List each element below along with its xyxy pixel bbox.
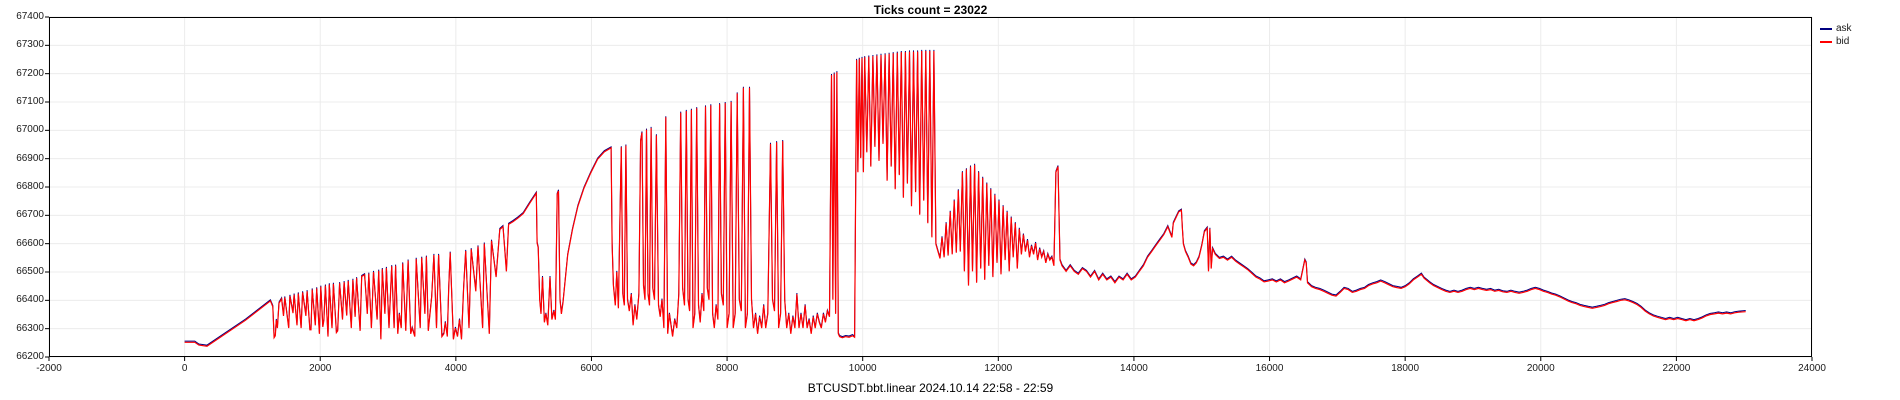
y-axis-label: 66400: [16, 294, 44, 306]
x-axis-label: 12000: [984, 363, 1013, 374]
x-axis-label: 22000: [1662, 363, 1691, 374]
y-axis-label: 66700: [16, 209, 44, 221]
y-axis-label: 67000: [16, 124, 44, 136]
x-axis-label: 4000: [444, 363, 467, 374]
y-axis-label: 67300: [16, 39, 44, 51]
y-axis-label: 67400: [16, 11, 44, 22]
bid-line-swatch-icon: [1820, 40, 1832, 43]
y-axis-label: 67200: [16, 67, 44, 79]
y-axis-label: 66300: [16, 322, 44, 334]
plot-area: [45, 16, 1813, 361]
legend-label-ask: ask: [1836, 22, 1852, 34]
plot-border: [49, 17, 1812, 357]
x-axis-label: -2000: [36, 363, 62, 374]
y-axis-label: 66800: [16, 181, 44, 192]
y-axis-label: 66200: [16, 351, 44, 362]
y-axis-label: 66600: [16, 237, 44, 249]
legend-label-bid: bid: [1836, 35, 1850, 47]
x-axis-label: 0: [181, 363, 188, 374]
y-axis-label: 67100: [16, 96, 44, 107]
x-axis-label: 2000: [309, 363, 332, 374]
chart-title: Ticks count = 23022: [873, 3, 988, 17]
x-axis-label: 20000: [1526, 363, 1555, 374]
legend-item-ask: ask: [1820, 22, 1852, 35]
legend: ask bid: [1820, 22, 1852, 48]
bid-series-line: [184, 50, 1746, 347]
x-axis-label: 18000: [1391, 363, 1420, 374]
x-axis-label: 6000: [580, 363, 603, 374]
ask-line-swatch-icon: [1820, 27, 1832, 30]
x-axis-label: 8000: [715, 363, 739, 374]
x-axis-label: 16000: [1255, 363, 1284, 374]
x-axis-title: BTCUSDT.bbt.linear 2024.10.14 22:58 - 22…: [807, 381, 1054, 395]
x-axis-label: 14000: [1120, 363, 1148, 374]
legend-item-bid: bid: [1820, 35, 1852, 48]
x-axis-label: 10000: [848, 363, 877, 374]
y-axis-label: 66500: [16, 266, 44, 277]
x-axis-label: 24000: [1798, 363, 1826, 374]
y-axis-label: 66900: [16, 152, 44, 164]
